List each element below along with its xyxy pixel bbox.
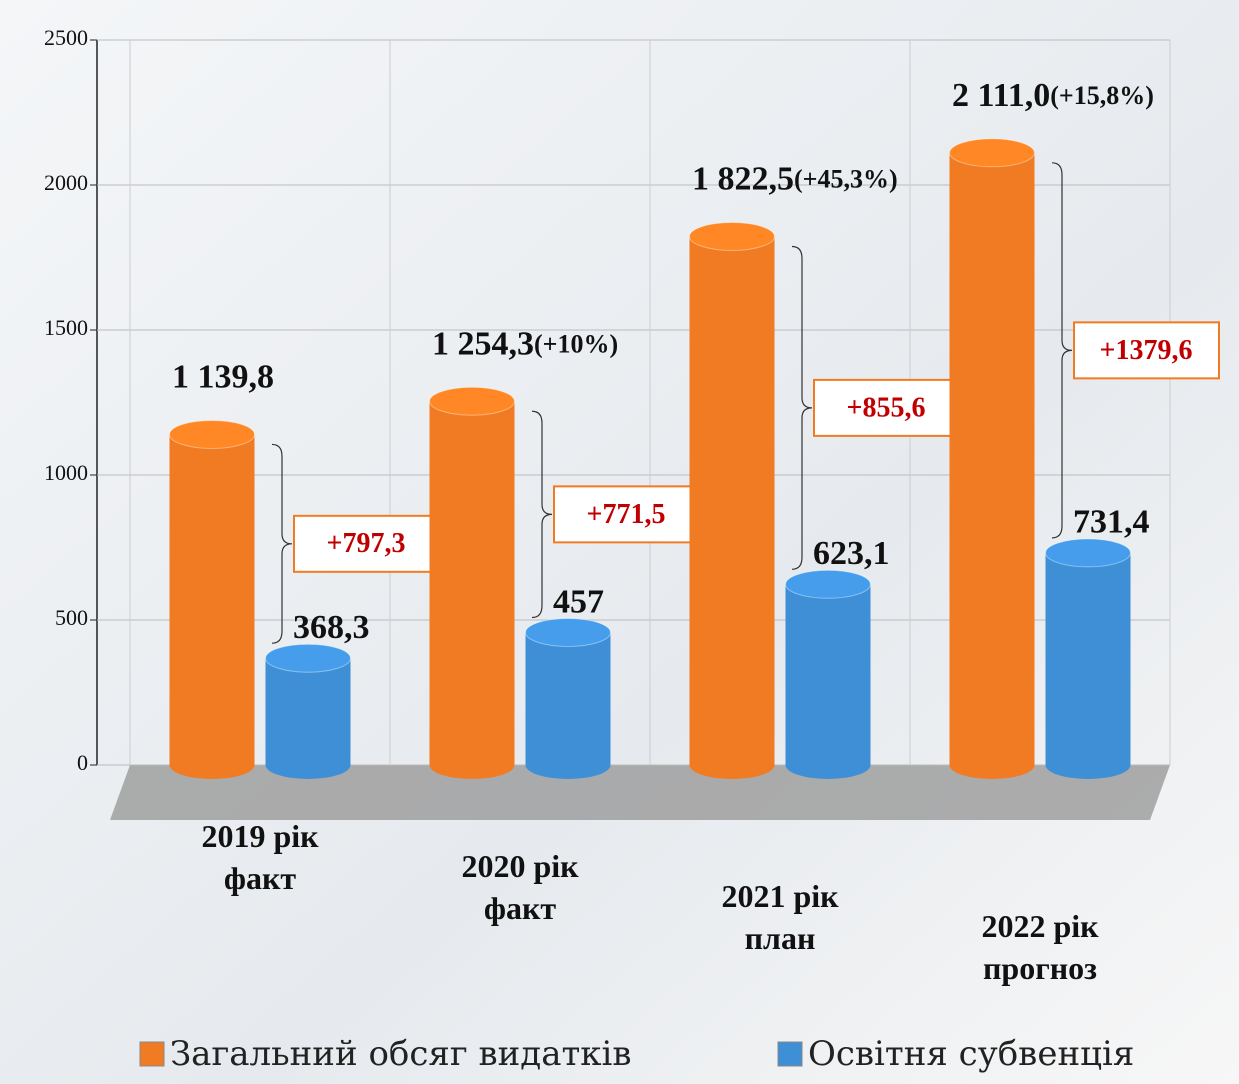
- x-tick-wrap: 2020 рік факт: [461, 848, 579, 926]
- legend-swatch: [139, 1041, 165, 1067]
- x-tick-label: 2019 рік факт: [201, 818, 319, 896]
- bar: [429, 401, 515, 765]
- y-tick-label: 1000: [44, 460, 88, 485]
- value-label-text: 2 111,0: [952, 77, 1050, 114]
- value-label: 1 139,8: [172, 358, 274, 395]
- difference-label: +855,6: [847, 392, 926, 423]
- x-tick-wrap: 2022 рік прогноз: [981, 908, 1099, 986]
- change-label: (+10%): [534, 329, 618, 358]
- bar: [265, 658, 351, 765]
- difference-box: [1073, 321, 1220, 380]
- brace: [791, 245, 813, 570]
- bar: [689, 236, 775, 766]
- value-label-text: 1 254,3: [432, 325, 534, 362]
- x-tick-label: 2021 рік план: [721, 878, 839, 956]
- difference-label: +797,3: [327, 528, 406, 559]
- brace: [1051, 162, 1073, 539]
- floor: [110, 765, 1170, 820]
- difference-label: +1379,6: [1100, 335, 1193, 366]
- value-label: 368,3: [293, 609, 370, 646]
- value-label: 1 822,5(+45,3%): [692, 160, 898, 197]
- value-label: 1 254,3(+10%): [432, 325, 618, 362]
- legend-label: Освітня субвенція: [808, 1034, 1134, 1074]
- y-tick-label: 2000: [44, 170, 88, 195]
- value-label: 623,1: [813, 535, 890, 572]
- bar-top: [265, 643, 351, 673]
- bar-top: [429, 386, 515, 416]
- difference-label: +771,5: [587, 499, 666, 530]
- bar-top: [689, 221, 775, 251]
- brace: [531, 410, 553, 619]
- value-label: 731,4: [1073, 504, 1150, 541]
- x-tick-label: 2022 рік прогноз: [981, 908, 1099, 986]
- x-tick-label: 2020 рік факт: [461, 848, 579, 926]
- bar: [1045, 552, 1131, 765]
- bar-top: [949, 138, 1035, 168]
- bar-top: [1045, 538, 1131, 568]
- y-tick-label: 500: [55, 605, 88, 630]
- value-label: 457: [553, 583, 604, 620]
- bar: [169, 434, 255, 765]
- difference-box: [813, 378, 960, 437]
- value-label: 2 111,0(+15,8%): [952, 77, 1154, 114]
- value-label-text: 1 139,8: [172, 358, 274, 395]
- y-tick-label: 1500: [44, 315, 88, 340]
- legend-swatch: [777, 1041, 803, 1067]
- bar-top: [169, 419, 255, 449]
- y-tick-label: 0: [77, 750, 88, 775]
- bar-top: [785, 569, 871, 599]
- difference-box: [553, 485, 700, 544]
- bar: [949, 152, 1035, 765]
- legend-label: Загальний обсяг видатків: [170, 1034, 632, 1074]
- bar: [785, 584, 871, 765]
- x-tick-wrap: 2019 рік факт: [201, 818, 319, 896]
- y-tick-label: 2500: [44, 25, 88, 50]
- x-tick-wrap: 2021 рік план: [721, 878, 839, 956]
- brace: [271, 443, 293, 644]
- bar: [525, 632, 611, 765]
- change-label: (+15,8%): [1050, 81, 1154, 110]
- bar-top: [525, 617, 611, 647]
- change-label: (+45,3%): [794, 164, 898, 193]
- value-label-text: 1 822,5: [692, 160, 794, 197]
